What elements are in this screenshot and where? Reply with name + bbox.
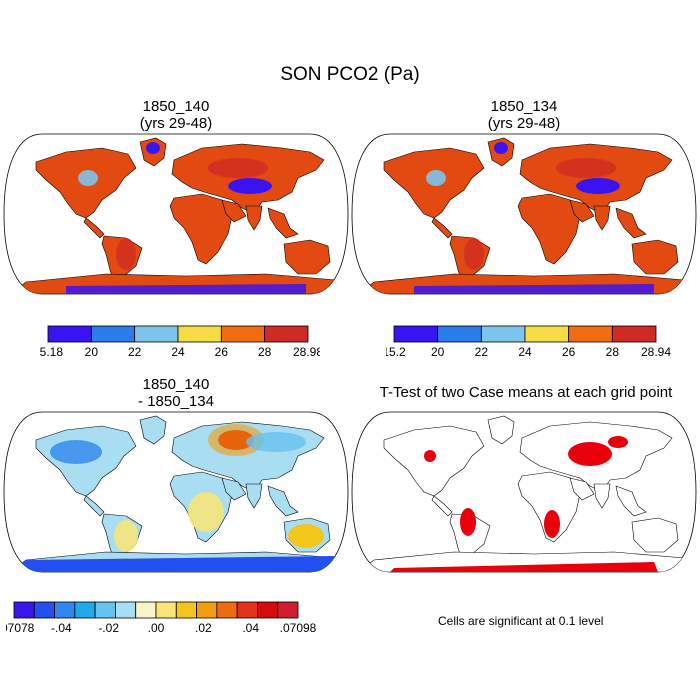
cb2-swatch (437, 325, 482, 343)
cb3-swatch (33, 601, 55, 619)
panel1-title-line1: 1850_140 (142, 98, 210, 115)
cb2-label: 15.2 (386, 345, 406, 359)
cb1-swatch (177, 325, 222, 343)
map-panel4 (351, 411, 697, 573)
panel4-title: T-Test of two Case means at each grid po… (379, 384, 673, 401)
panel3-title-line1: 1850_140 (142, 376, 210, 393)
cb2-label: 28 (606, 345, 620, 359)
cb2-swatch (568, 325, 613, 343)
cb2-label: 28.94 (641, 345, 671, 359)
panel3-title: 1850_140 - 1850_134 (6, 376, 346, 410)
cb1-label: 26 (215, 345, 229, 359)
cb3-label: -.04 (51, 621, 72, 635)
significance-note: Cells are significant at 0.1 level (438, 614, 604, 628)
cb1-label: 20 (85, 345, 99, 359)
panel2-title: 1850_134 (yrs 29-48) (354, 98, 694, 132)
cb1-label: 28 (258, 345, 272, 359)
cb2-label: 20 (431, 345, 445, 359)
cb2-swatch (480, 325, 526, 343)
cb1-label: 28.98 (293, 345, 320, 359)
panel3-title-line2: - 1850_134 (138, 393, 214, 410)
cb3-swatch (257, 601, 279, 619)
cb3-label: .07098 (280, 621, 317, 635)
cb3-swatch (115, 601, 137, 619)
cb2-label: 26 (562, 345, 576, 359)
cb1-swatch (90, 325, 136, 343)
cb2-swatch (393, 325, 439, 343)
cb1-swatch (264, 325, 309, 343)
cb3-swatch (196, 601, 218, 619)
cb2-label: 22 (475, 345, 489, 359)
panel2-title-line1: 1850_134 (490, 98, 558, 115)
panel2-title-line2: (yrs 29-48) (487, 115, 561, 132)
cb2-label: 24 (518, 345, 532, 359)
map-panel2 (351, 133, 697, 295)
panel1-title: 1850_140 (yrs 29-48) (6, 98, 346, 132)
panel1-low-region (228, 178, 272, 194)
colorbar-panel1: 15.18 20 22 24 26 28 28.98 (40, 325, 320, 359)
cb3-swatch (277, 601, 299, 619)
cb3-swatch (74, 601, 96, 619)
cb3-label: .02 (195, 621, 212, 635)
colorbar-panel3: -.07078 -.04 -.02 .00 .02 .04 .07098 (6, 601, 317, 635)
cb3-swatch (175, 601, 197, 619)
map-panel3 (3, 411, 349, 573)
cb3-label: .00 (148, 621, 165, 635)
cb1-label: 15.18 (40, 345, 63, 359)
cb2-swatch (524, 325, 570, 343)
map-panel1 (3, 133, 349, 295)
main-title: SON PCO2 (Pa) (280, 64, 420, 85)
cb3-swatch (236, 601, 258, 619)
cb1-label: 22 (128, 345, 142, 359)
cb3-swatch (54, 601, 76, 619)
cb3-swatch (94, 601, 116, 619)
cb3-swatch (13, 601, 35, 619)
cb3-swatch (135, 601, 157, 619)
colorbar-panel2: 15.2 20 22 24 26 28 28.94 (386, 325, 671, 359)
cb1-swatch (134, 325, 179, 343)
cb3-label: -.02 (98, 621, 119, 635)
panel1-title-line2: (yrs 29-48) (139, 115, 213, 132)
panel4-significant-cells (568, 442, 612, 466)
cb3-swatch (155, 601, 177, 619)
cb3-label: -.07078 (6, 621, 35, 635)
cb1-swatch (220, 325, 266, 343)
cb1-label: 24 (171, 345, 185, 359)
cb2-swatch (611, 325, 657, 343)
cb3-label: .04 (242, 621, 259, 635)
cb3-swatch (216, 601, 238, 619)
cb1-swatch (47, 325, 92, 343)
